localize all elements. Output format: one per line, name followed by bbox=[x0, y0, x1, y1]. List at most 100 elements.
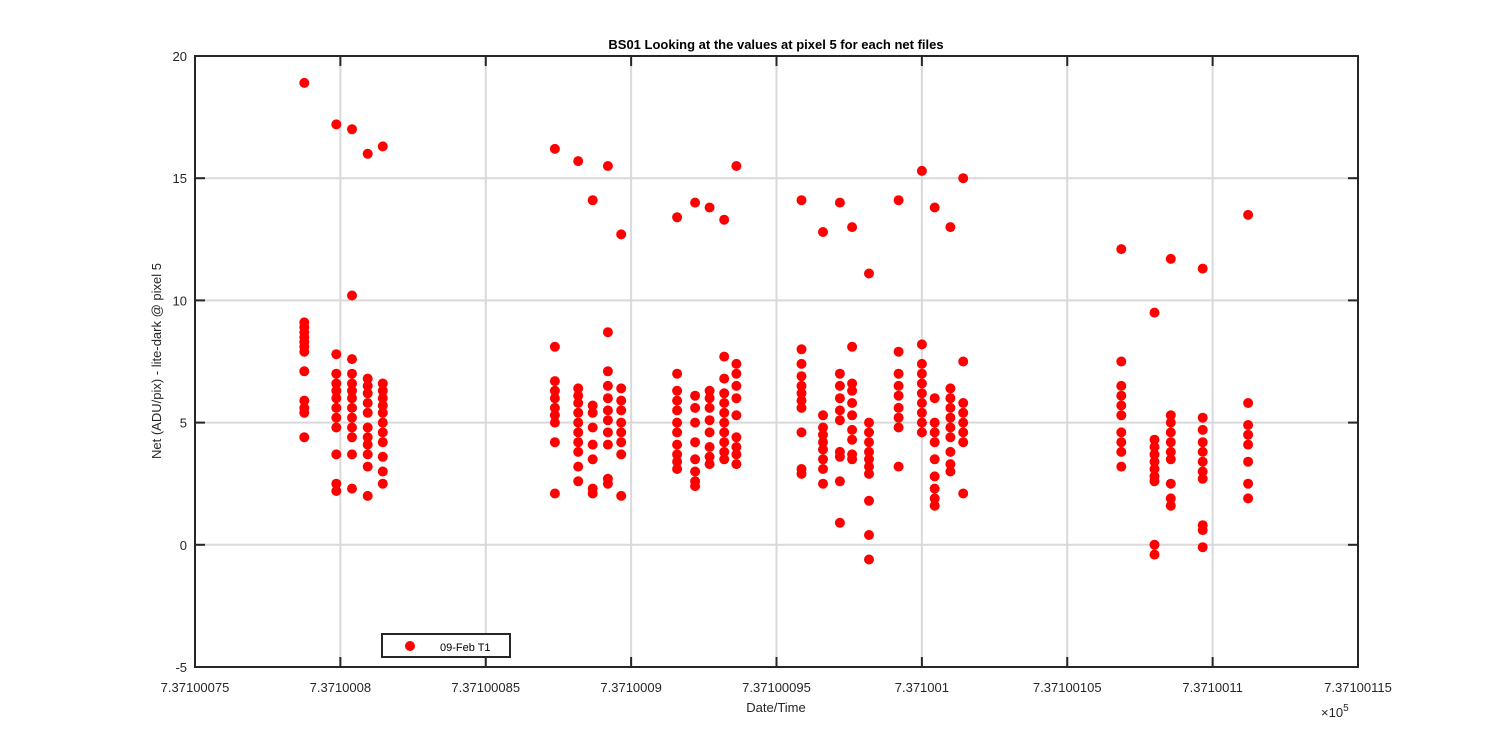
data-point bbox=[1165, 446, 1176, 457]
data-point bbox=[945, 466, 956, 477]
y-axis-label: Net (ADU/pix) - lite-dark @ pixel 5 bbox=[149, 263, 164, 459]
data-point bbox=[1243, 478, 1254, 489]
data-point bbox=[690, 437, 701, 448]
data-point bbox=[331, 378, 342, 389]
data-point bbox=[602, 427, 613, 438]
data-point bbox=[587, 488, 598, 499]
data-point bbox=[616, 395, 627, 406]
data-point bbox=[549, 341, 560, 352]
data-point bbox=[377, 427, 388, 438]
data-point bbox=[818, 437, 828, 448]
data-point bbox=[893, 422, 904, 433]
data-point bbox=[796, 395, 807, 406]
data-point bbox=[549, 143, 560, 154]
data-point bbox=[731, 459, 742, 470]
data-point bbox=[1197, 456, 1208, 467]
data-point bbox=[1116, 446, 1127, 457]
data-point bbox=[347, 354, 357, 365]
data-point bbox=[331, 486, 342, 496]
data-point bbox=[602, 405, 613, 416]
data-point bbox=[834, 405, 845, 416]
data-point bbox=[818, 410, 828, 421]
data-point bbox=[573, 461, 584, 472]
data-point bbox=[690, 481, 701, 492]
data-point bbox=[834, 197, 845, 208]
data-point bbox=[847, 378, 858, 389]
legend-entry-label: 09-Feb T1 bbox=[440, 642, 491, 654]
data-point bbox=[347, 290, 357, 301]
data-point bbox=[818, 478, 828, 489]
data-point bbox=[1165, 500, 1176, 511]
data-point bbox=[929, 454, 940, 465]
data-point bbox=[1116, 400, 1127, 411]
data-point bbox=[690, 197, 701, 208]
data-point bbox=[602, 366, 613, 377]
data-point bbox=[362, 490, 373, 501]
data-point bbox=[847, 454, 858, 465]
data-point bbox=[945, 402, 956, 413]
data-point bbox=[377, 407, 388, 418]
data-point bbox=[602, 380, 613, 391]
data-point bbox=[731, 358, 742, 369]
data-point bbox=[818, 444, 828, 455]
data-point bbox=[690, 402, 701, 413]
data-point bbox=[796, 195, 807, 206]
data-point bbox=[331, 402, 342, 413]
data-point bbox=[916, 378, 927, 389]
data-point bbox=[1243, 493, 1254, 504]
data-point bbox=[916, 388, 927, 399]
data-point bbox=[331, 478, 342, 489]
x-tick-labels: 7.37100075 7.3710008 7.37100085 7.3710009 7.… bbox=[161, 680, 1392, 695]
data-point bbox=[377, 393, 388, 404]
data-point bbox=[958, 407, 969, 418]
data-point bbox=[929, 393, 940, 404]
data-point bbox=[377, 466, 388, 477]
data-point bbox=[549, 376, 560, 387]
data-point bbox=[731, 368, 742, 379]
data-point bbox=[818, 422, 828, 433]
data-point bbox=[945, 459, 956, 470]
data-point bbox=[958, 417, 969, 428]
data-point bbox=[834, 517, 845, 528]
data-point bbox=[796, 344, 807, 355]
data-point bbox=[347, 385, 357, 396]
data-point bbox=[362, 422, 373, 433]
data-point bbox=[1165, 493, 1176, 504]
data-point bbox=[731, 380, 742, 391]
data-point bbox=[331, 393, 342, 404]
data-point bbox=[1197, 525, 1208, 536]
data-point bbox=[587, 439, 598, 450]
data-point bbox=[1149, 539, 1160, 550]
data-point bbox=[299, 407, 310, 418]
data-point bbox=[834, 415, 845, 426]
data-point bbox=[945, 432, 956, 443]
data-point bbox=[929, 427, 940, 438]
data-point bbox=[377, 478, 388, 489]
data-point bbox=[587, 454, 598, 465]
data-point bbox=[818, 429, 828, 440]
data-point bbox=[1116, 437, 1127, 448]
data-point bbox=[864, 417, 874, 428]
data-point bbox=[347, 432, 357, 443]
data-point bbox=[945, 383, 956, 394]
data-point bbox=[377, 141, 388, 152]
data-point bbox=[377, 437, 388, 448]
data-point bbox=[377, 417, 388, 428]
data-point bbox=[549, 488, 560, 499]
data-point bbox=[1149, 456, 1160, 467]
data-point bbox=[1116, 244, 1127, 255]
y-tick-label: 20 bbox=[173, 49, 187, 64]
data-point bbox=[362, 432, 373, 443]
data-point bbox=[362, 398, 373, 408]
data-point bbox=[672, 464, 683, 474]
data-point bbox=[602, 327, 613, 338]
data-point bbox=[549, 393, 560, 404]
data-point bbox=[299, 366, 310, 377]
data-point bbox=[796, 468, 807, 479]
data-point bbox=[1165, 454, 1176, 465]
data-point bbox=[731, 432, 742, 443]
data-point bbox=[672, 456, 683, 467]
data-point bbox=[616, 417, 627, 428]
data-point bbox=[958, 437, 969, 448]
data-point bbox=[929, 437, 940, 448]
